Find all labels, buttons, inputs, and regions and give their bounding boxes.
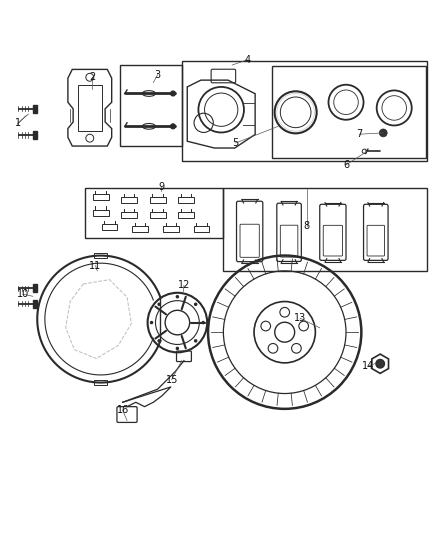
Bar xyxy=(132,226,148,232)
Circle shape xyxy=(268,343,278,353)
Bar xyxy=(121,212,137,218)
Circle shape xyxy=(170,91,176,96)
Bar xyxy=(150,197,166,203)
Circle shape xyxy=(176,295,179,298)
Circle shape xyxy=(194,339,198,343)
Bar xyxy=(120,65,182,146)
Circle shape xyxy=(280,308,290,317)
Circle shape xyxy=(299,321,308,331)
Bar xyxy=(33,105,37,113)
Circle shape xyxy=(379,129,387,137)
Circle shape xyxy=(170,123,176,130)
Text: 1: 1 xyxy=(14,118,21,128)
Circle shape xyxy=(194,303,198,306)
Text: 2: 2 xyxy=(89,72,95,82)
Bar xyxy=(78,85,102,131)
Bar xyxy=(178,212,194,218)
Text: 15: 15 xyxy=(166,375,178,384)
Circle shape xyxy=(376,359,385,368)
Circle shape xyxy=(292,343,301,353)
Text: 14: 14 xyxy=(362,361,374,372)
Text: 9: 9 xyxy=(158,182,164,192)
Text: 13: 13 xyxy=(294,313,306,323)
Text: 5: 5 xyxy=(233,138,239,148)
Text: 11: 11 xyxy=(89,261,102,271)
Text: 6: 6 xyxy=(343,160,349,170)
Bar xyxy=(33,285,37,292)
Bar xyxy=(194,226,209,232)
Bar xyxy=(102,224,117,230)
Text: 10: 10 xyxy=(17,289,29,299)
Text: 7: 7 xyxy=(356,129,362,139)
Text: 16: 16 xyxy=(117,405,129,415)
Text: 8: 8 xyxy=(304,221,310,231)
Bar xyxy=(33,300,37,308)
Bar xyxy=(223,188,427,271)
Bar xyxy=(85,188,223,238)
Bar xyxy=(163,226,179,232)
Circle shape xyxy=(157,303,161,306)
Bar xyxy=(94,380,107,385)
Circle shape xyxy=(150,321,153,324)
Circle shape xyxy=(157,339,161,343)
Text: 4: 4 xyxy=(244,55,251,65)
Bar xyxy=(272,66,426,158)
Bar xyxy=(182,61,427,161)
Text: 3: 3 xyxy=(155,70,161,79)
Bar xyxy=(94,253,107,258)
Bar xyxy=(93,209,109,216)
Bar xyxy=(33,131,37,139)
Text: 12: 12 xyxy=(178,280,190,290)
Bar xyxy=(93,194,109,200)
Bar xyxy=(121,197,137,203)
Circle shape xyxy=(201,321,205,324)
Circle shape xyxy=(176,346,179,350)
Circle shape xyxy=(261,321,271,331)
Bar xyxy=(178,197,194,203)
Bar xyxy=(150,212,166,218)
